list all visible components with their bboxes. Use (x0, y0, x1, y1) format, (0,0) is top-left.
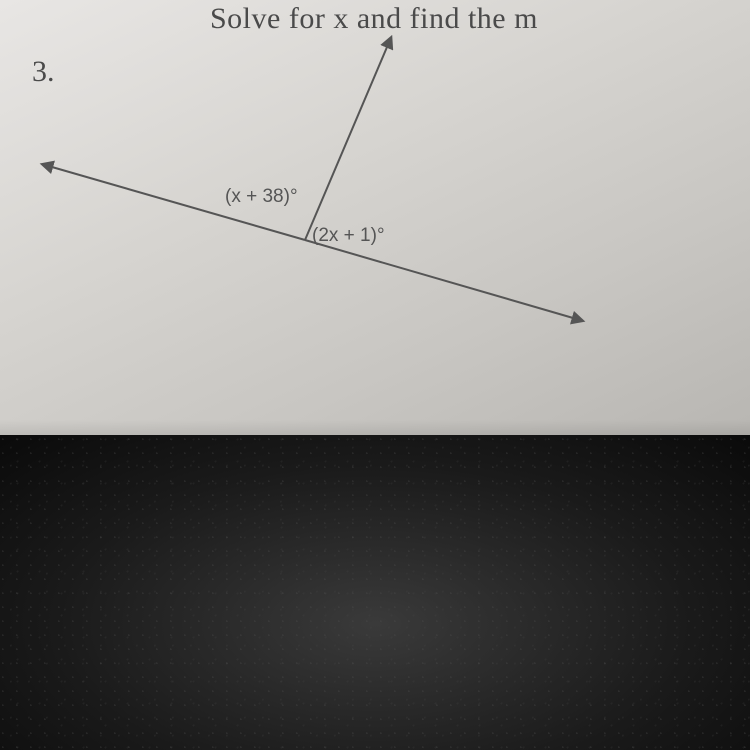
angle-label-2: (2x + 1)° (312, 225, 385, 247)
ray-right (305, 240, 580, 320)
desk-surface (0, 435, 750, 750)
worksheet-paper: Solve for x and find the m 3. (x + 38)° … (0, 0, 750, 435)
angle-label-1: (x + 38)° (225, 186, 298, 208)
ray-up (305, 40, 390, 240)
